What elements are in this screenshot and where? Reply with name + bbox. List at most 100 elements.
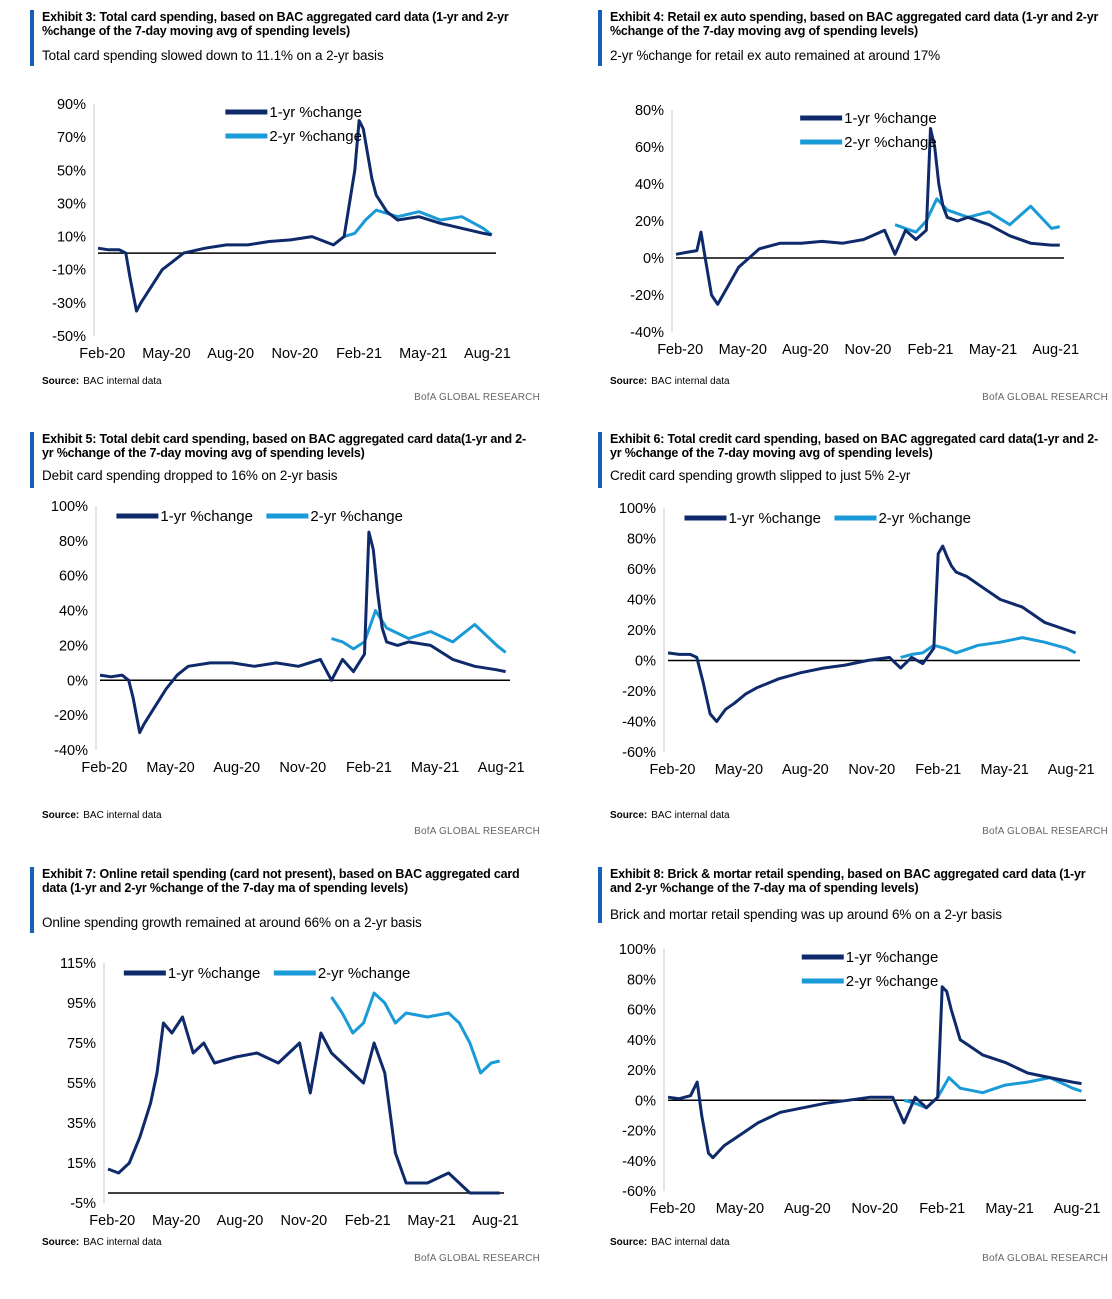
legend-label-2: 2-yr %change [318,965,411,982]
x-tick-label: Feb-21 [908,342,954,358]
y-tick-label: 100% [619,942,656,958]
brand-label: BofA GLOBAL RESEARCH [414,1253,540,1264]
y-tick-label: 70% [57,130,86,146]
x-tick-label: Aug-21 [472,1213,519,1229]
y-tick-label: -60% [622,745,656,761]
series-line-1 [107,1015,500,1195]
y-tick-label: 80% [627,972,656,988]
y-tick-label: -20% [622,684,656,700]
x-tick-label: Feb-20 [657,342,703,358]
x-tick-label: Aug-20 [207,346,254,362]
source-text: BAC internal data [83,1237,162,1248]
x-tick-label: May-20 [715,762,763,778]
x-tick-label: Aug-20 [217,1213,264,1229]
y-tick-label: -10% [52,263,86,279]
y-tick-label: 0% [67,673,88,689]
accent-bar [598,10,602,66]
x-tick-label: May-20 [152,1213,200,1229]
source-label: Source: [610,1237,648,1248]
y-tick-label: 15% [67,1156,96,1172]
source-line: Source: BAC internal data [42,1237,162,1248]
line-chart: 80% 60% 40% 20% 0% -20% -40%Feb-20 May-20 Aug-20… [630,103,1079,358]
series-line-2 [900,636,1077,659]
legend-label-2: 2-yr %change [269,128,362,145]
y-tick-label: 40% [635,177,664,193]
y-tick-label: 20% [627,623,656,639]
source-line: Source: BAC internal data [42,376,162,387]
x-tick-label: Nov-20 [845,342,892,358]
exhibit-title: Exhibit 7: Online retail spending (card … [42,867,520,895]
y-tick-label: 10% [57,230,86,246]
y-tick-label: 0% [643,251,664,267]
source-label: Source: [42,810,80,821]
series-line-2 [330,991,501,1075]
y-tick-label: 75% [67,1036,96,1052]
legend-label-2: 2-yr %change [310,508,403,525]
source-text: BAC internal data [83,810,162,821]
x-tick-label: Nov-20 [848,762,895,778]
x-tick-label: Aug-20 [782,762,829,778]
brand-label: BofA GLOBAL RESEARCH [414,392,540,403]
legend-label-1: 1-yr %change [846,949,939,966]
series-line-1 [675,127,1060,306]
y-tick-label: 0% [635,1093,656,1109]
series-line-1 [667,985,1082,1160]
y-tick-label: -40% [622,715,656,731]
source-label: Source: [610,376,648,387]
exhibit-subtitle: Total card spending slowed down to 11.1%… [42,48,384,63]
exhibit-8-panel: Exhibit 8: Brick & mortar retail spendin… [598,867,1108,1287]
exhibit-title: Exhibit 5: Total debit card spending, ba… [42,432,526,460]
y-tick-label: 90% [57,97,86,113]
y-tick-label: -20% [630,288,664,304]
x-tick-label: Aug-20 [782,342,829,358]
x-tick-label: May-21 [411,760,459,776]
x-tick-label: May-21 [969,342,1017,358]
legend-label-2: 2-yr %change [846,973,939,990]
x-tick-label: Aug-21 [478,760,525,776]
y-tick-label: -40% [622,1154,656,1170]
x-tick-label: Aug-21 [1048,762,1095,778]
x-tick-label: May-20 [716,1201,764,1217]
x-tick-label: May-20 [142,346,190,362]
accent-bar [30,867,34,933]
x-tick-label: Nov-20 [279,760,326,776]
y-tick-label: -60% [622,1184,656,1200]
series-line-2 [894,197,1061,234]
exhibit-3-panel: Exhibit 3: Total card spending, based on… [30,10,540,430]
x-tick-label: May-20 [146,760,194,776]
accent-bar [30,10,34,66]
exhibit-5-panel: Exhibit 5: Total debit card spending, ba… [30,432,540,852]
x-tick-label: May-20 [719,342,767,358]
exhibit-title: Exhibit 4: Retail ex auto spending, base… [610,10,1099,38]
x-tick-label: May-21 [985,1201,1033,1217]
x-tick-label: Feb-21 [919,1201,965,1217]
x-tick-label: Feb-20 [79,346,125,362]
brand-label: BofA GLOBAL RESEARCH [982,826,1108,837]
source-text: BAC internal data [651,810,730,821]
legend-label-1: 1-yr %change [728,510,821,527]
exhibit-4-panel: Exhibit 4: Retail ex auto spending, base… [598,10,1108,430]
y-tick-label: 100% [619,501,656,517]
source-text: BAC internal data [651,376,730,387]
y-tick-label: 40% [627,593,656,609]
legend-label-1: 1-yr %change [844,110,937,127]
x-tick-label: Nov-20 [280,1213,327,1229]
legend-label-1: 1-yr %change [160,508,253,525]
legend-label-1: 1-yr %change [269,104,362,121]
line-chart: 100% 80% 60% 40% 20% 0% -20% -40%Feb-20 May-20 Au… [51,499,525,776]
exhibit-subtitle: Online spending growth remained at aroun… [42,915,422,930]
y-tick-label: 40% [59,604,88,620]
source-label: Source: [610,810,648,821]
y-tick-label: 80% [59,534,88,550]
x-tick-label: May-21 [981,762,1029,778]
y-tick-label: 80% [627,532,656,548]
x-tick-label: Feb-21 [336,346,382,362]
y-tick-label: -20% [622,1124,656,1140]
y-tick-label: -5% [70,1196,96,1212]
exhibit-subtitle: Brick and mortar retail spending was up … [610,907,1002,922]
y-tick-label: 60% [635,140,664,156]
x-tick-label: Aug-20 [213,760,260,776]
x-tick-label: Aug-21 [1054,1201,1101,1217]
y-tick-label: 60% [59,569,88,585]
y-tick-label: 50% [57,163,86,179]
